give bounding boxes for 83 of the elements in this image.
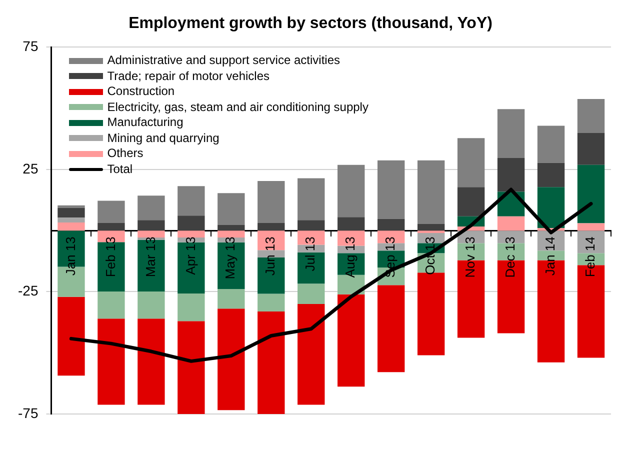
x-tick-label: Feb 13 xyxy=(102,236,118,278)
bar xyxy=(298,304,325,405)
bar xyxy=(58,218,85,223)
bar xyxy=(417,272,445,356)
legend-label: Others xyxy=(107,146,144,162)
bar xyxy=(138,318,165,405)
bar xyxy=(497,216,525,231)
bar xyxy=(218,308,245,410)
bar xyxy=(178,293,205,322)
bar xyxy=(298,252,325,284)
bar xyxy=(138,230,165,238)
bar xyxy=(258,294,285,312)
x-tick-label: Nov 13 xyxy=(462,236,478,278)
bar xyxy=(417,224,445,231)
bar xyxy=(178,230,205,238)
bar xyxy=(218,224,245,231)
y-tick-label: 75 xyxy=(22,38,38,54)
bar xyxy=(298,284,325,304)
legend-label: Mining and quarrying xyxy=(107,130,220,146)
bar xyxy=(58,222,85,231)
bar xyxy=(537,187,565,228)
bar xyxy=(138,291,165,319)
bar xyxy=(218,289,245,309)
bar xyxy=(338,164,365,218)
legend-label: Electricity, gas, steam and air conditioning supply xyxy=(107,100,368,116)
bar xyxy=(537,126,565,163)
x-tick-label: Jul 13 xyxy=(302,236,318,272)
x-tick-label: Dec 13 xyxy=(502,236,518,278)
bar xyxy=(258,223,285,231)
bar xyxy=(457,138,485,188)
bar xyxy=(178,186,205,216)
bar xyxy=(417,160,445,224)
bar xyxy=(258,250,285,258)
bar xyxy=(338,294,365,387)
bar xyxy=(258,312,285,414)
x-tick-label: Jun 13 xyxy=(262,236,278,276)
x-tick-label: Mar 13 xyxy=(142,236,158,278)
bar xyxy=(457,187,485,216)
bar xyxy=(218,230,245,238)
bar xyxy=(138,220,165,231)
bar xyxy=(98,200,125,224)
bar xyxy=(98,223,125,231)
bar xyxy=(138,196,165,220)
x-tick-label: Oct 13 xyxy=(422,236,438,275)
bar xyxy=(497,158,525,192)
x-tick-label: Feb 14 xyxy=(582,236,598,278)
legend-label: Manufacturing xyxy=(107,115,184,131)
bar xyxy=(577,223,605,231)
bar xyxy=(577,133,605,165)
bar xyxy=(378,160,405,219)
legend-label: Administrative and support service activities xyxy=(107,53,340,69)
x-tick-label: Jan 13 xyxy=(62,236,78,276)
y-tick-label: -25 xyxy=(18,282,38,299)
bar xyxy=(417,230,445,234)
bar xyxy=(258,180,285,224)
bar xyxy=(497,109,525,158)
bar xyxy=(378,285,405,372)
legend-label: Trade; repair of motor vehicles xyxy=(107,68,270,84)
bar xyxy=(298,220,325,231)
bar xyxy=(298,178,325,220)
bar xyxy=(58,208,85,218)
bar xyxy=(577,164,605,224)
bar xyxy=(537,162,565,188)
x-tick-label: Aug 13 xyxy=(342,236,358,278)
bar xyxy=(577,230,605,254)
chart-title: Employment growth by sectors (thousand, YoY) xyxy=(128,15,492,32)
bar xyxy=(218,193,245,225)
bar xyxy=(98,318,125,405)
bar xyxy=(577,99,605,134)
x-tick-label: Apr 13 xyxy=(182,236,198,275)
bar xyxy=(338,217,365,231)
bar xyxy=(98,291,125,319)
bar xyxy=(178,216,205,231)
x-tick-label: Jan 14 xyxy=(542,236,558,276)
y-tick-label: 25 xyxy=(22,160,38,176)
legend-label: Construction xyxy=(107,84,175,100)
bar xyxy=(378,218,405,231)
x-tick-label: May 13 xyxy=(222,236,238,280)
y-tick-label: -75 xyxy=(18,404,38,421)
bar xyxy=(258,258,285,294)
bar xyxy=(58,296,85,376)
bar xyxy=(58,205,85,208)
legend-label: Total xyxy=(107,162,133,178)
